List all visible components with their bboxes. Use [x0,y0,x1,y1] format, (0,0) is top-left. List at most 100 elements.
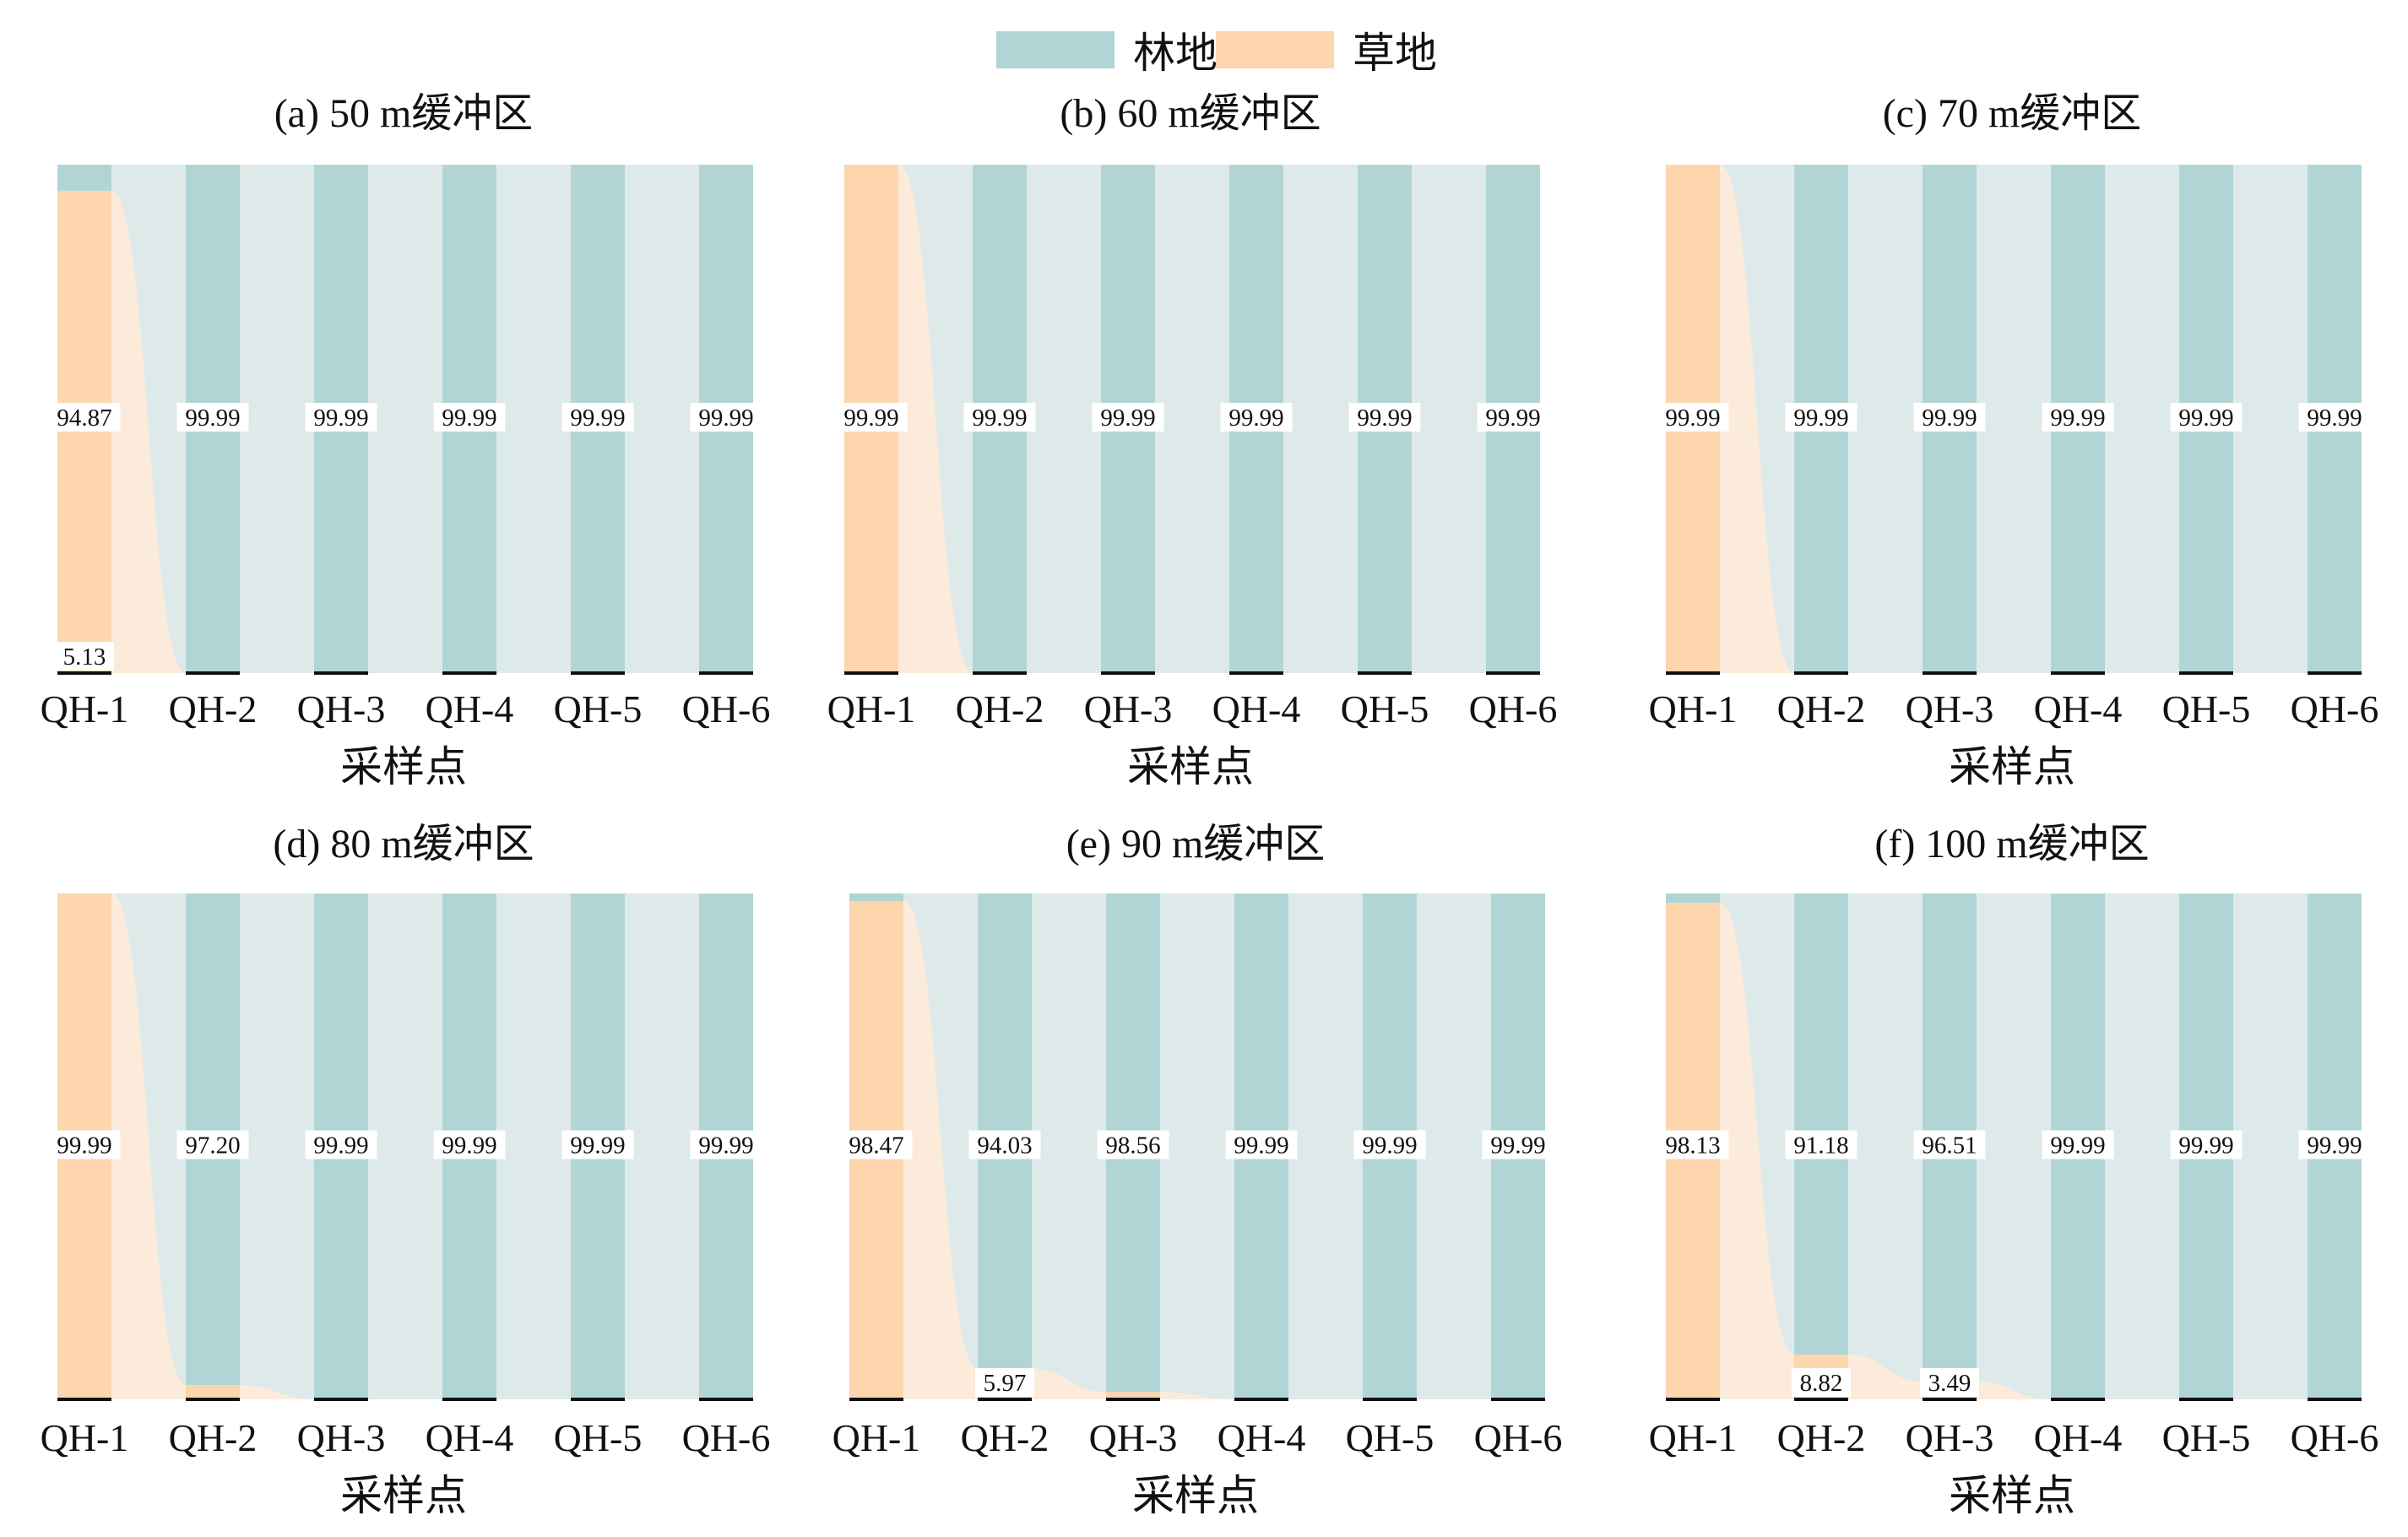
data-label-QH-6: 99.99 [1490,1132,1545,1160]
data-label-bg [2170,1130,2243,1160]
flow-forest [2105,893,2179,1399]
flow-grass [898,165,973,674]
tick-label-QH-5: QH-5 [2162,1416,2251,1459]
data-label-bg [1913,1130,1986,1160]
data-label-bg [2298,403,2371,432]
data-label-QH-4: 99.99 [2050,405,2105,432]
tick-label-QH-4: QH-4 [1218,1416,1306,1459]
data-label-QH-4: 99.99 [1234,1132,1288,1160]
data-label-QH-2: 91.18 [1793,1132,1848,1160]
flow-forest [368,165,442,674]
data-label-bg [1792,1368,1851,1397]
data-label-QH-4: 99.99 [442,405,496,432]
data-label-QH-2: 97.20 [185,1132,240,1160]
data-label-QH-3: 99.99 [1922,405,1977,432]
flow-grass [240,1385,314,1399]
flow-grass [903,901,978,1399]
data-label-bg [2298,1130,2371,1160]
data-label-bg [1225,1130,1298,1160]
flow-forest [111,165,186,673]
data-label-bg [305,403,377,432]
tick-label-QH-4: QH-4 [426,687,514,730]
tick-label-QH-3: QH-3 [297,687,386,730]
data-label-bg [1657,403,1729,432]
data-label-QH-2: 99.99 [972,405,1027,432]
flow-forest [111,893,186,1386]
data-label-bg [561,1130,634,1160]
tick-label-QH-6: QH-6 [2291,1416,2379,1459]
flow-forest [1417,893,1491,1399]
panel-title: (b) 60 m缓冲区 [1060,91,1321,136]
tick-label-QH-6: QH-6 [1469,687,1558,730]
flow-grass [1032,1369,1106,1399]
x-axis-label: 采样点 [340,1471,467,1520]
tick-label-QH-3: QH-3 [1906,1416,1994,1459]
data-label-bg [690,1130,762,1160]
panel-5: QH-1 QH-2 QH-3 QH-4 QH-5 QH-6 98.47 94.03 5.97 98… [832,822,1563,1520]
data-label-QH-4: 99.99 [442,1132,496,1160]
panel-2: QH-1 QH-2 QH-3 QH-4 QH-5 QH-6 99.99 99.99 99.99 9… [827,91,1558,791]
data-label-QH-5: 99.99 [570,1132,625,1160]
flow-forest [240,893,314,1399]
data-label-QH-3: 3.49 [1928,1370,1971,1397]
legend-label-forest: 林地 [1133,29,1218,78]
tick-label-QH-5: QH-5 [2162,687,2251,730]
tick-label-QH-2: QH-2 [169,1416,258,1459]
flow-forest [2233,893,2308,1399]
flow-forest [496,165,571,674]
panel-title: (d) 80 m缓冲区 [273,822,534,866]
tick-label-QH-5: QH-5 [1346,1416,1434,1459]
panel-4: QH-1 QH-2 QH-3 QH-4 QH-5 QH-6 99.99 97.20 99.99 9… [41,822,771,1520]
data-label-bg [305,1130,377,1160]
flow-forest [1155,165,1229,674]
tick-label-QH-3: QH-3 [1084,687,1173,730]
x-axis-label: 采样点 [1949,742,2075,791]
data-label-QH-1: 99.99 [1665,405,1720,432]
flow-forest [903,893,978,1370]
data-label-bg [690,403,762,432]
data-label-bg [2170,403,2243,432]
flow-grass [1720,165,1794,674]
x-axis-label: 采样点 [1132,1471,1259,1520]
data-label-bg [433,403,506,432]
tick-label-QH-2: QH-2 [169,687,258,730]
data-label-bg [176,1130,249,1160]
data-label-bg [1092,403,1164,432]
data-label-QH-6: 99.99 [2307,1132,2362,1160]
tick-label-QH-5: QH-5 [1341,687,1429,730]
flow-forest [2233,165,2308,674]
tick-label-QH-1: QH-1 [41,1416,129,1459]
tick-label-QH-1: QH-1 [1649,687,1738,730]
data-label-QH-6: 99.99 [2307,405,2362,432]
data-label-bg [2042,403,2114,432]
tick-label-QH-5: QH-5 [554,1416,643,1459]
data-label-QH-2: 8.82 [1800,1370,1843,1397]
tick-label-QH-6: QH-6 [682,687,771,730]
tick-label-QH-4: QH-4 [2034,687,2123,730]
tick-label-QH-1: QH-1 [832,1416,921,1459]
data-label-QH-5: 99.99 [1357,405,1412,432]
panel-6: QH-1 QH-2 QH-3 QH-4 QH-5 QH-6 98.13 91.18 8.82 96… [1649,822,2379,1520]
tick-label-QH-3: QH-3 [1089,1416,1178,1459]
data-label-bg [2042,1130,2114,1160]
data-label-QH-6: 99.99 [1485,405,1540,432]
data-label-QH-1: 98.47 [849,1132,903,1160]
data-label-QH-1: 99.99 [57,1132,111,1160]
tick-label-QH-4: QH-4 [1212,687,1301,730]
data-label-QH-1: 98.13 [1665,1132,1720,1160]
flow-grass [111,893,186,1399]
data-label-QH-3: 99.99 [313,405,368,432]
data-label-QH-4: 99.99 [1228,405,1283,432]
flow-forest [1160,893,1234,1399]
x-axis-label: 采样点 [340,742,467,791]
data-label-bg [963,403,1036,432]
flow-forest [1032,893,1106,1393]
flow-forest [1977,893,2051,1399]
legend: 林地 草地 [0,19,2408,78]
legend-item-grass: 草地 [1216,29,1437,78]
data-label-QH-4: 99.99 [2050,1132,2105,1160]
data-label-bg [1097,1130,1169,1160]
panel-title: (e) 90 m缓冲区 [1066,822,1326,866]
data-label-QH-1: 94.87 [57,405,111,432]
